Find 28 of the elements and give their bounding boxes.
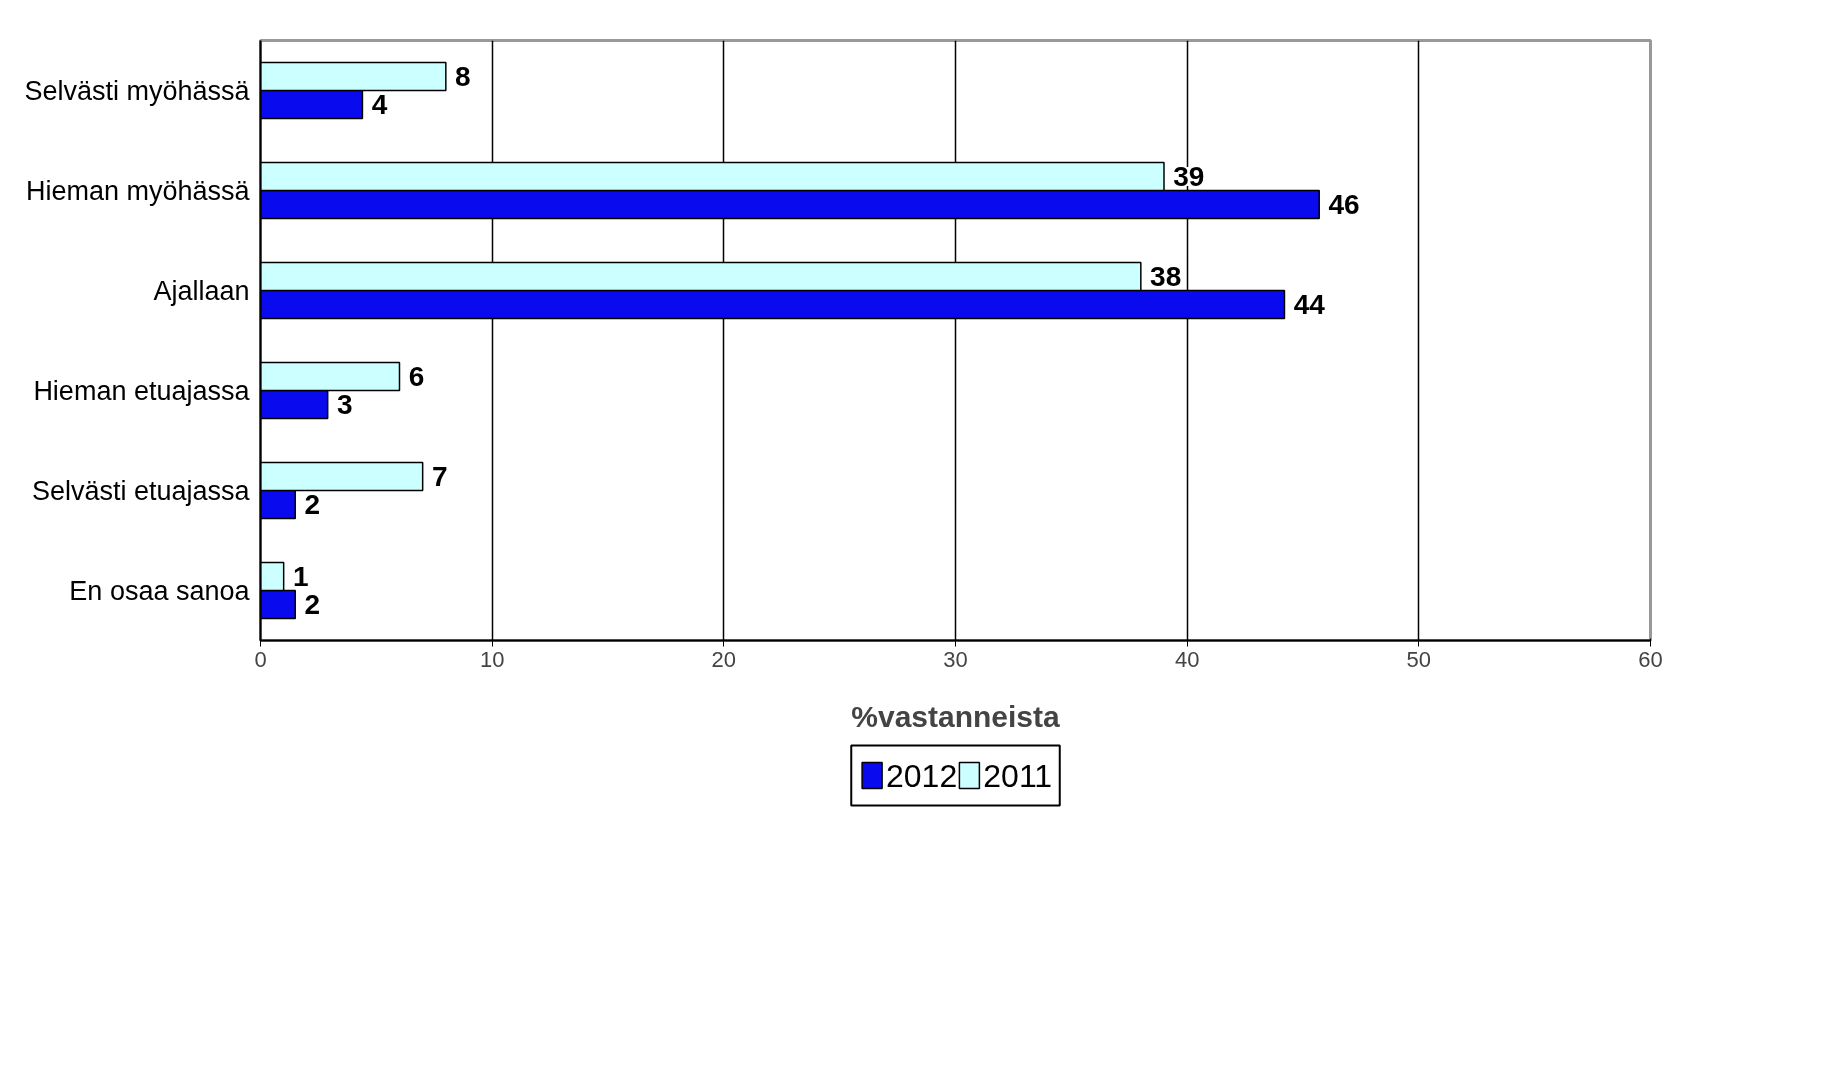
y-tick-label: Ajallaan [153,275,250,306]
x-axis-title: %vastanneista [851,699,1061,733]
y-tick-label: Hieman myöhässä [25,175,251,206]
legend-label: 2012 [886,757,958,794]
x-tick-label: 20 [711,646,737,672]
data-label: 38 [1150,261,1182,292]
data-label: 3 [336,389,353,420]
data-label: 8 [455,61,471,92]
data-label: 7 [431,461,448,492]
data-label: 46 [1328,189,1360,220]
y-tick-label: Selvästi myöhässä [24,75,251,106]
x-tick-label: 30 [943,646,968,672]
x-tick-label: 50 [1406,646,1432,672]
data-label: 4 [371,89,388,120]
data-label: 39 [1173,161,1205,192]
data-label: 2 [304,489,321,520]
x-tick-label: 0 [254,646,267,672]
x-tick-label: 60 [1638,646,1663,672]
y-tick-label: Hieman etuajassa [33,375,251,406]
y-tick-label: En osaa sanoa [69,575,251,606]
data-label: 44 [1293,289,1326,320]
legend-label: 2011 [983,757,1053,794]
x-tick-label: 10 [479,646,505,672]
y-tick-label: Selvästi etuajassa [31,475,251,506]
data-label: 6 [408,361,425,392]
data-label: 1 [292,561,309,592]
data-label: 2 [304,589,321,620]
x-tick-label: 40 [1174,646,1200,672]
